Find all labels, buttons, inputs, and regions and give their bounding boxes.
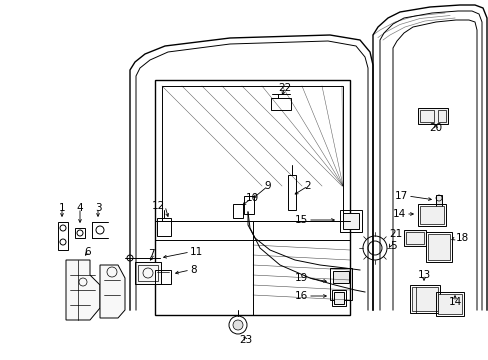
Text: 14: 14 [392, 209, 405, 219]
Bar [155, 270, 171, 284]
Bar [411, 287, 437, 311]
Text: 11: 11 [190, 247, 203, 257]
Text: 2: 2 [304, 181, 311, 191]
Bar [425, 232, 451, 262]
Bar [58, 222, 68, 250]
Bar [342, 213, 358, 229]
Bar [427, 234, 449, 260]
Bar [157, 218, 171, 236]
Text: 7: 7 [148, 249, 155, 259]
Bar [435, 195, 441, 217]
Text: 1: 1 [59, 203, 65, 213]
Bar [155, 80, 349, 315]
Text: 21: 21 [388, 229, 401, 239]
Bar [333, 292, 343, 304]
Text: 3: 3 [95, 203, 101, 213]
Text: 6: 6 [84, 247, 91, 257]
Polygon shape [100, 265, 125, 318]
Text: 12: 12 [151, 201, 164, 211]
Bar [270, 98, 290, 110]
Text: 18: 18 [455, 233, 468, 243]
Text: 15: 15 [294, 215, 307, 225]
Bar [75, 228, 85, 238]
Text: 9: 9 [264, 181, 271, 191]
Polygon shape [66, 260, 100, 320]
Text: 4: 4 [77, 203, 83, 213]
Bar [331, 290, 346, 306]
Text: 16: 16 [294, 291, 307, 301]
Text: 20: 20 [428, 123, 442, 133]
Bar [417, 108, 447, 124]
Text: 22: 22 [278, 83, 291, 93]
Text: 17: 17 [394, 191, 407, 201]
Bar [339, 210, 361, 232]
Circle shape [127, 255, 133, 261]
Bar [403, 230, 425, 246]
Text: 23: 23 [239, 335, 252, 345]
Bar [405, 232, 423, 244]
Bar [435, 292, 463, 316]
Text: 19: 19 [294, 273, 307, 283]
Bar [419, 110, 433, 122]
Text: 14: 14 [447, 297, 461, 307]
Text: 5: 5 [389, 241, 396, 251]
Text: 10: 10 [245, 193, 258, 203]
Bar [244, 196, 253, 214]
Circle shape [232, 320, 243, 330]
Bar [162, 86, 342, 221]
Bar [232, 204, 243, 218]
Bar [417, 204, 445, 226]
Bar [329, 268, 351, 300]
Bar [287, 175, 295, 210]
Bar [135, 262, 161, 284]
Bar [437, 294, 461, 314]
Bar [332, 271, 348, 283]
Bar [437, 110, 445, 122]
Bar [138, 265, 158, 281]
Bar [419, 206, 443, 224]
Text: 13: 13 [417, 270, 430, 280]
Text: 8: 8 [190, 265, 196, 275]
Bar [409, 285, 439, 313]
